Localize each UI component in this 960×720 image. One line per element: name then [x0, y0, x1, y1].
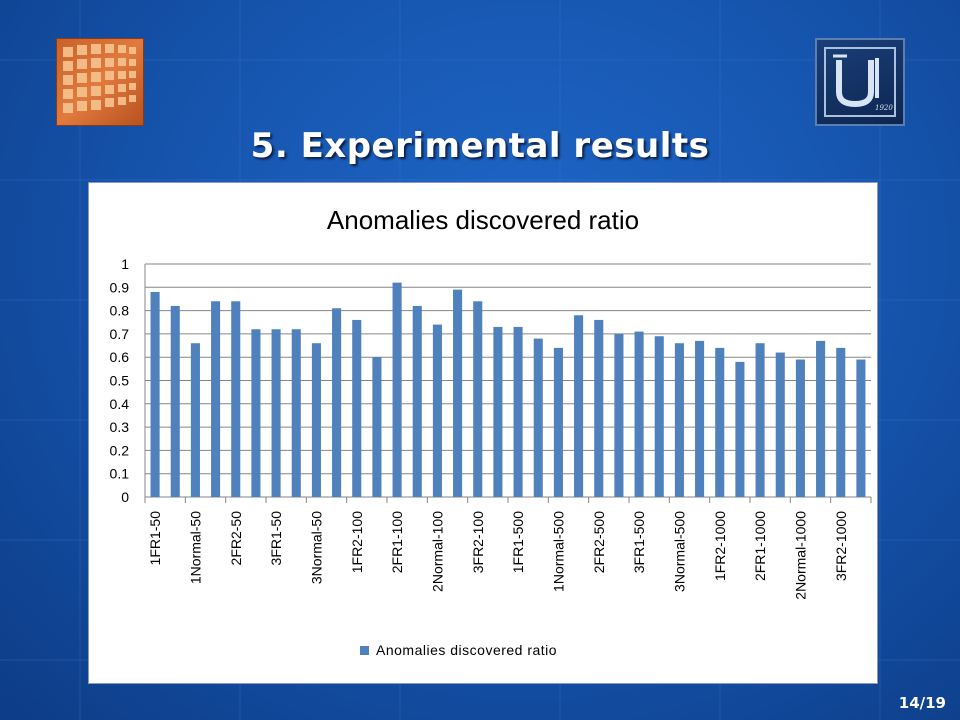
y-tick-label: 1: [121, 256, 129, 272]
bar: [513, 326, 523, 497]
chart-panel: Anomalies discovered ratio 0 0.1 0.2 0.3 0.4…: [88, 182, 878, 684]
bar: [150, 291, 160, 497]
bar: [412, 305, 422, 497]
bar: [775, 352, 785, 497]
bar: [392, 282, 402, 497]
bar: [251, 329, 261, 497]
x-tick-label: 2FR1-100: [389, 511, 405, 573]
x-tick-label: 2FR2-50: [228, 511, 244, 566]
x-tick-label: 2Normal-100: [429, 511, 445, 592]
x-tick-label: 1FR1-500: [510, 511, 526, 573]
logo-year-text: 1920: [875, 104, 893, 112]
bar: [735, 361, 745, 497]
bar: [170, 305, 180, 497]
slide-title: 5. Experimental results: [250, 126, 710, 166]
institution-logo-left: [56, 38, 144, 126]
x-tick-label: 3FR2-1000: [833, 511, 849, 581]
x-tick-label: 1Normal-500: [550, 511, 566, 592]
y-tick-label: 0.5: [110, 373, 130, 389]
x-tick-label: 1FR1-50: [147, 511, 163, 566]
y-tick-label: 0.6: [110, 349, 130, 365]
bar: [715, 347, 725, 497]
bar: [311, 343, 321, 497]
x-tick-label: 3FR2-100: [470, 511, 486, 573]
bar: [332, 308, 342, 497]
x-tick-label: 2Normal-1000: [792, 511, 808, 600]
y-tick-label: 0.3: [110, 419, 130, 435]
y-tick-label: 0.7: [110, 326, 130, 342]
bar: [190, 343, 200, 497]
bar: [695, 340, 705, 497]
bar: [574, 315, 584, 497]
bar: [291, 329, 301, 497]
x-tick-label: 3FR1-500: [631, 511, 647, 573]
bar: [816, 340, 826, 497]
bar-chart: Anomalies discovered ratio 0 0.1 0.2 0.3 0.4…: [110, 205, 872, 658]
x-tick-label: 3Normal-50: [308, 511, 324, 584]
legend-swatch: [360, 646, 369, 655]
page-number: 14/19: [898, 694, 946, 712]
y-tick-label: 0.1: [110, 466, 130, 482]
institution-logo-right: 1920: [815, 38, 905, 126]
bar: [533, 338, 543, 497]
bar: [432, 324, 442, 497]
y-tick-label: 0.8: [110, 303, 130, 319]
bar: [453, 289, 463, 497]
x-tick-label: 1Normal-50: [187, 511, 203, 584]
chart-bars: [150, 282, 866, 497]
y-tick-label: 0: [121, 489, 129, 505]
bar: [836, 347, 846, 497]
bar: [473, 301, 483, 497]
chart-gridlines: [144, 263, 871, 498]
legend: Anomalies discovered ratio: [360, 642, 557, 658]
bar: [493, 326, 503, 497]
x-tick-label: 3Normal-500: [671, 511, 687, 592]
bar: [553, 347, 563, 497]
bar: [674, 343, 684, 497]
bar: [856, 359, 866, 497]
x-tick-label: 2FR1-1000: [752, 511, 768, 581]
bar: [795, 359, 805, 497]
y-tick-label: 0.9: [110, 279, 130, 295]
x-tick-label: 2FR2-500: [591, 511, 607, 573]
bar: [352, 319, 362, 497]
bar: [755, 343, 765, 497]
bar: [634, 331, 644, 497]
x-tick-label: 3FR1-50: [268, 511, 284, 566]
chart-title: Anomalies discovered ratio: [327, 205, 639, 235]
y-tick-label: 0.4: [110, 396, 130, 412]
y-tick-label: 0.2: [110, 442, 130, 458]
x-tick-label: 1FR2-100: [349, 511, 365, 573]
bar: [231, 301, 241, 497]
legend-label: Anomalies discovered ratio: [376, 642, 557, 658]
bar: [654, 336, 664, 497]
bar: [614, 333, 624, 497]
x-axis-ticks: 1FR1-50 1Normal-50 2FR2-50 3FR1-50 3Normal-5…: [144, 497, 872, 600]
bar: [372, 357, 382, 497]
bar: [211, 301, 221, 497]
x-tick-label: 1FR2-1000: [712, 511, 728, 581]
bar: [594, 319, 604, 497]
y-axis-ticks: 0 0.1 0.2 0.3 0.4 0.5 0.6 0.7 0.8 0.9 1: [110, 256, 130, 505]
bar: [271, 329, 281, 497]
